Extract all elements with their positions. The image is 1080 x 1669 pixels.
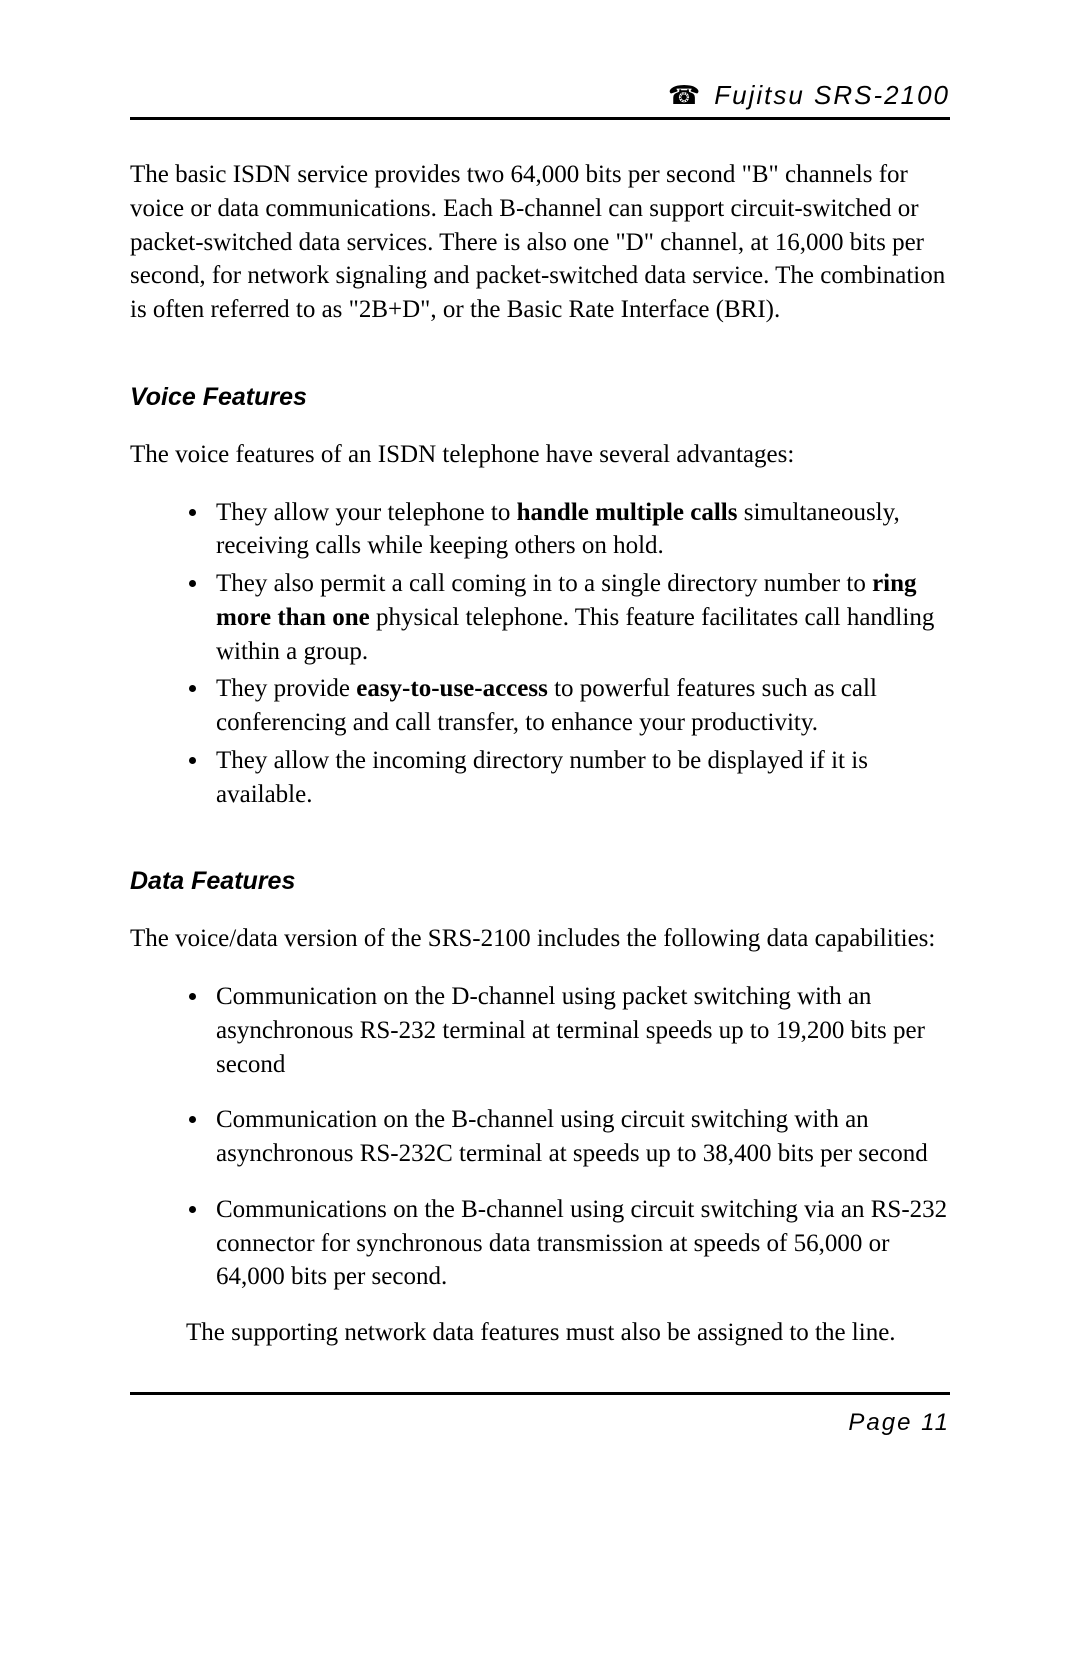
- voice-bullet-3: They provide easy-to-use-access to power…: [210, 672, 950, 740]
- voice-bullet-1: They allow your telephone to handle mult…: [210, 496, 950, 564]
- intro-paragraph: The basic ISDN service provides two 64,0…: [130, 158, 950, 327]
- voice-section-title: Voice Features: [130, 383, 950, 412]
- voice-lead: The voice features of an ISDN telephone …: [130, 438, 950, 472]
- data-lead: The voice/data version of the SRS-2100 i…: [130, 922, 950, 956]
- phone-icon: ☎: [668, 80, 700, 110]
- data-section-title: Data Features: [130, 867, 950, 896]
- header-title: Fujitsu SRS-2100: [714, 80, 950, 110]
- voice-bullet-list: They allow your telephone to handle mult…: [130, 496, 950, 812]
- bold-text: handle multiple calls: [517, 499, 738, 526]
- bold-text: easy-to-use-access: [356, 675, 548, 702]
- text: They provide: [216, 675, 356, 702]
- text: They allow the incoming directory number…: [216, 747, 868, 808]
- voice-bullet-2: They also permit a call coming in to a s…: [210, 567, 950, 668]
- page: ☎ Fujitsu SRS-2100 The basic ISDN service…: [0, 0, 1080, 1669]
- header-rule: [130, 117, 950, 120]
- data-bullet-1: Communication on the D-channel using pac…: [210, 980, 950, 1081]
- text: They also permit a call coming in to a s…: [216, 570, 872, 597]
- voice-bullet-4: They allow the incoming directory number…: [210, 744, 950, 812]
- text: They allow your telephone to: [216, 499, 517, 526]
- data-tail-note: The supporting network data features mus…: [130, 1316, 950, 1350]
- data-bullet-list: Communication on the D-channel using pac…: [130, 980, 950, 1294]
- page-header: ☎ Fujitsu SRS-2100: [130, 80, 950, 117]
- data-bullet-3: Communications on the B-channel using ci…: [210, 1193, 950, 1294]
- page-footer: Page 11: [130, 1409, 950, 1437]
- footer-rule: [130, 1392, 950, 1395]
- data-bullet-2: Communication on the B-channel using cir…: [210, 1103, 950, 1171]
